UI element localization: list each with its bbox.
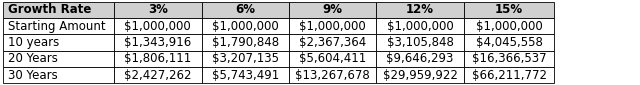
Text: $3,207,135: $3,207,135: [212, 52, 279, 65]
Bar: [464, 34, 554, 51]
Text: Growth Rate: Growth Rate: [8, 3, 92, 16]
Bar: [376, 34, 464, 51]
Bar: [376, 2, 464, 18]
Bar: [289, 2, 376, 18]
Text: $5,743,491: $5,743,491: [212, 69, 279, 82]
Text: $4,045,558: $4,045,558: [476, 36, 543, 49]
Bar: [3, 2, 114, 18]
Bar: [289, 51, 376, 67]
Bar: [202, 51, 289, 67]
Text: $1,000,000: $1,000,000: [476, 20, 543, 33]
Bar: [114, 34, 202, 51]
Text: $5,604,411: $5,604,411: [299, 52, 366, 65]
Text: 20 Years: 20 Years: [8, 52, 58, 65]
Text: $13,267,678: $13,267,678: [295, 69, 370, 82]
Text: $29,959,922: $29,959,922: [383, 69, 458, 82]
Bar: [289, 18, 376, 34]
Bar: [114, 67, 202, 83]
Text: $1,000,000: $1,000,000: [124, 20, 191, 33]
Text: 12%: 12%: [406, 3, 434, 16]
Text: $9,646,293: $9,646,293: [387, 52, 454, 65]
Text: $3,105,848: $3,105,848: [387, 36, 454, 49]
Bar: [3, 67, 114, 83]
Bar: [202, 34, 289, 51]
Bar: [376, 18, 464, 34]
Text: $2,427,262: $2,427,262: [124, 69, 191, 82]
Text: $1,806,111: $1,806,111: [124, 52, 191, 65]
Text: 30 Years: 30 Years: [8, 69, 58, 82]
Bar: [464, 18, 554, 34]
Bar: [376, 67, 464, 83]
Text: $1,000,000: $1,000,000: [387, 20, 454, 33]
Bar: [464, 2, 554, 18]
Bar: [202, 67, 289, 83]
Bar: [289, 34, 376, 51]
Text: Starting Amount: Starting Amount: [8, 20, 106, 33]
Bar: [3, 34, 114, 51]
Text: 6%: 6%: [236, 3, 255, 16]
Text: $1,790,848: $1,790,848: [212, 36, 279, 49]
Bar: [114, 18, 202, 34]
Bar: [376, 51, 464, 67]
Text: 10 years: 10 years: [8, 36, 60, 49]
Bar: [202, 18, 289, 34]
Bar: [3, 51, 114, 67]
Text: $1,000,000: $1,000,000: [300, 20, 366, 33]
Bar: [3, 18, 114, 34]
Text: $1,000,000: $1,000,000: [212, 20, 278, 33]
Bar: [464, 67, 554, 83]
Bar: [202, 2, 289, 18]
Text: 15%: 15%: [495, 3, 523, 16]
Text: 9%: 9%: [323, 3, 342, 16]
Text: $1,343,916: $1,343,916: [124, 36, 191, 49]
Bar: [289, 67, 376, 83]
Bar: [114, 51, 202, 67]
Bar: [114, 2, 202, 18]
Text: $2,367,364: $2,367,364: [299, 36, 366, 49]
Text: 3%: 3%: [148, 3, 168, 16]
Bar: [464, 51, 554, 67]
Text: $16,366,537: $16,366,537: [472, 52, 547, 65]
Text: $66,211,772: $66,211,772: [472, 69, 547, 82]
